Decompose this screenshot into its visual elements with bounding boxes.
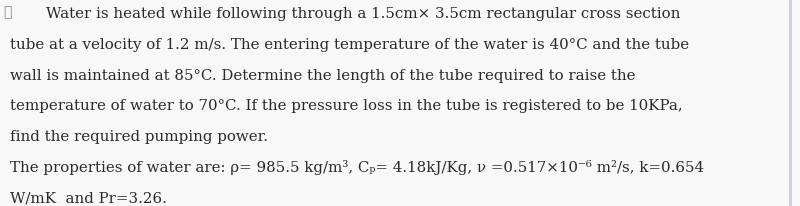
Text: W/mK  and Pr=3.26.: W/mK and Pr=3.26.	[10, 190, 166, 204]
Text: ⓘ: ⓘ	[3, 5, 11, 19]
Text: tube at a velocity of 1.2 m/s. The entering temperature of the water is 40°C and: tube at a velocity of 1.2 m/s. The enter…	[10, 38, 689, 52]
Text: wall is maintained at 85°C. Determine the length of the tube required to raise t: wall is maintained at 85°C. Determine th…	[10, 68, 635, 82]
Text: find the required pumping power.: find the required pumping power.	[10, 129, 267, 143]
Text: The properties of water are: ρ= 985.5 kg/m³, Cₚ= 4.18kJ/Kg, ν =0.517×10⁻⁶ m²/s, : The properties of water are: ρ= 985.5 kg…	[10, 160, 704, 174]
Text: temperature of water to 70°C. If the pressure loss in the tube is registered to : temperature of water to 70°C. If the pre…	[10, 99, 682, 113]
Text: Water is heated while following through a 1.5cm× 3.5cm rectangular cross section: Water is heated while following through …	[46, 7, 681, 21]
